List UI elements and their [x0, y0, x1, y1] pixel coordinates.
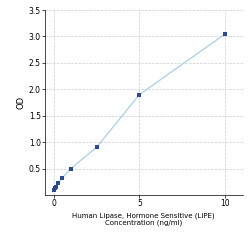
Point [54, 184, 58, 188]
Point [52, 188, 56, 192]
Point [60, 176, 64, 180]
Point [223, 32, 227, 36]
X-axis label: Human Lipase, Hormone Sensitive (LIPE)
Concentration (ng/ml): Human Lipase, Hormone Sensitive (LIPE) C… [72, 212, 215, 226]
Point [138, 92, 141, 96]
Point [56, 181, 60, 185]
Point [94, 146, 98, 150]
Y-axis label: OD: OD [17, 96, 26, 109]
Point [53, 186, 57, 190]
Point [69, 166, 73, 170]
